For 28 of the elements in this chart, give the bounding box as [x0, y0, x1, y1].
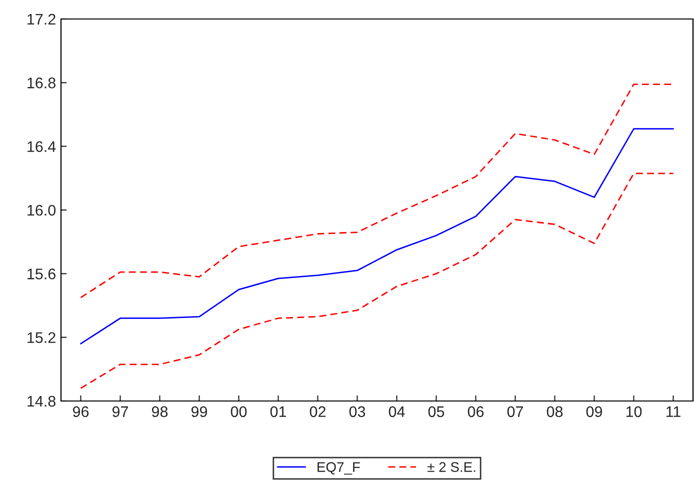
- x-tick-label: 03: [349, 406, 366, 418]
- x-tick-label: 01: [270, 406, 286, 418]
- x-tick-label: 04: [388, 406, 405, 418]
- x-tick-label: 11: [666, 406, 680, 417]
- x-tick-label: 06: [468, 406, 484, 418]
- y-tick-label: 16.8: [28, 78, 56, 88]
- x-tick-label: 09: [586, 406, 602, 418]
- y-tick-label: 14.8: [28, 396, 56, 407]
- y-tick-label: 16.0: [28, 204, 56, 216]
- x-tick-label: 07: [507, 406, 523, 418]
- x-tick-label: 98: [152, 406, 168, 418]
- line-series: [80, 84, 674, 298]
- y-tick-label: 15.6: [28, 268, 56, 280]
- y-tick-label: 17.2: [28, 14, 56, 25]
- y-tick-label: 16.4: [28, 141, 56, 152]
- x-tick-label: 08: [546, 406, 563, 418]
- legend-label: ± 2 S.E.: [428, 462, 476, 472]
- x-tick-label: 10: [626, 406, 642, 418]
- x-tick-label: 00: [230, 406, 247, 418]
- line-series: [80, 172, 674, 389]
- line-series: [80, 128, 674, 344]
- x-tick-label: 05: [428, 406, 444, 418]
- x-tick-label: 97: [112, 406, 128, 418]
- x-tick-label: 02: [310, 406, 326, 418]
- legend-label: EQ7_F: [318, 462, 360, 475]
- x-tick-label: 96: [72, 406, 89, 418]
- x-tick-label: 99: [191, 406, 208, 418]
- y-tick-label: 15.2: [28, 332, 56, 344]
